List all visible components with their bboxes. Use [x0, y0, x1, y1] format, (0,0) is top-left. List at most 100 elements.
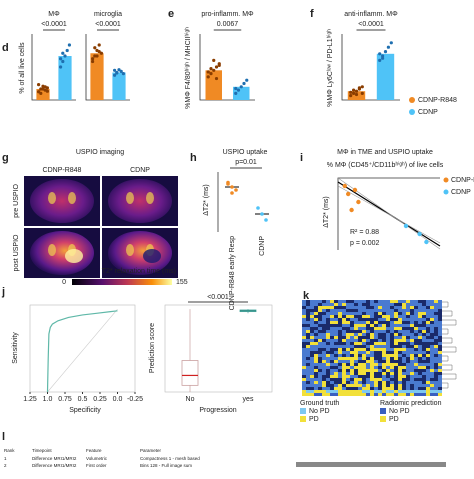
heatmap-cell — [338, 306, 342, 309]
heatmap-cell — [334, 384, 338, 387]
legend-label: No PD — [309, 408, 330, 415]
heatmap-cell — [406, 339, 410, 342]
y-axis-label: Prediction score — [149, 323, 156, 373]
annotation-cell — [342, 393, 346, 396]
heatmap-cell — [434, 342, 438, 345]
heatmap-cell — [310, 339, 314, 342]
heatmap-cell — [334, 354, 338, 357]
y-axis-label: %MΦ Ly6Cˡᵒʷ / PD-L1ʰⁱᵍʰ — [326, 29, 334, 107]
heatmap-cell — [334, 318, 338, 321]
heatmap-cell — [422, 384, 426, 387]
heatmap-cell — [362, 312, 366, 315]
heatmap-cell — [418, 345, 422, 348]
heatmap-cell — [390, 372, 394, 375]
heatmap-cell — [306, 360, 310, 363]
p-value: <0.0001 — [41, 21, 67, 28]
heatmap-cell — [430, 369, 434, 372]
heatmap-cell — [374, 375, 378, 378]
annotation-cell — [338, 393, 342, 396]
heatmap-cell — [438, 363, 442, 366]
table-header: Timepoint — [32, 448, 52, 453]
heatmap-cell — [354, 309, 358, 312]
heatmap-cell — [354, 366, 358, 369]
heatmap-cell — [410, 318, 414, 321]
heatmap-cell — [422, 330, 426, 333]
annotation-cell — [438, 393, 442, 396]
annotation-cell — [334, 390, 338, 393]
heatmap-cell — [402, 303, 406, 306]
heatmap-cell — [334, 360, 338, 363]
heatmap-cell — [426, 303, 430, 306]
heatmap-cell — [330, 309, 334, 312]
heatmap-cell — [354, 333, 358, 336]
heatmap-cell — [410, 306, 414, 309]
heatmap-cell — [374, 381, 378, 384]
heatmap-cell — [302, 339, 306, 342]
heatmap-cell — [378, 315, 382, 318]
annotation-cell — [334, 393, 338, 396]
heatmap-cell — [406, 363, 410, 366]
heatmap-cell — [390, 354, 394, 357]
heatmap-cell — [410, 345, 414, 348]
table-cell: Compactness 1 - mesh based — [140, 456, 200, 461]
heatmap-cell — [426, 378, 430, 381]
heatmap-cell — [438, 342, 442, 345]
panel-letter: d — [2, 42, 9, 54]
heatmap-cell — [366, 366, 370, 369]
annotation-cell — [430, 390, 434, 393]
heatmap-cell — [310, 387, 314, 390]
heatmap-cell — [306, 315, 310, 318]
heatmap-cell — [382, 327, 386, 330]
heatmap-cell — [334, 381, 338, 384]
heatmap-cell — [426, 321, 430, 324]
table-cell: First order — [86, 463, 107, 468]
heatmap-cell — [334, 378, 338, 381]
heatmap-cell — [314, 333, 318, 336]
heatmap-cell — [386, 303, 390, 306]
annotation-cell — [302, 390, 306, 393]
heatmap-cell — [338, 387, 342, 390]
data-point — [41, 87, 45, 91]
heatmap-cell — [426, 300, 430, 303]
heatmap-cell — [326, 363, 330, 366]
legend-label: PD — [309, 416, 319, 423]
heatmap-cell — [346, 312, 350, 315]
heatmap-cell — [334, 387, 338, 390]
heatmap-cell — [386, 378, 390, 381]
heatmap-cell — [402, 321, 406, 324]
heatmap-cell — [330, 342, 334, 345]
heatmap-cell — [414, 342, 418, 345]
data-point — [214, 65, 219, 69]
heatmap-cell — [406, 309, 410, 312]
heatmap-cell — [338, 372, 342, 375]
heatmap-cell — [406, 366, 410, 369]
heatmap-cell — [438, 327, 442, 330]
heatmap-cell — [342, 357, 346, 360]
heatmap-cell — [374, 312, 378, 315]
heatmap-cell — [434, 318, 438, 321]
table-cell: Volumetric — [86, 456, 108, 461]
panel-letter: i — [300, 152, 303, 164]
heatmap-cell — [438, 300, 442, 303]
heatmap-cell — [414, 321, 418, 324]
heatmap-cell — [406, 345, 410, 348]
heatmap-cell — [306, 378, 310, 381]
heatmap-cell — [342, 354, 346, 357]
heatmap-cell — [370, 387, 374, 390]
legend-label: PD — [389, 416, 399, 423]
heatmap-cell — [302, 384, 306, 387]
heatmap-cell — [306, 312, 310, 315]
heatmap-cell — [406, 354, 410, 357]
heatmap-cell — [322, 366, 326, 369]
y-axis-label: %MΦ F4/80ʰⁱᵍʰ / MHCIIʰⁱᵍʰ — [184, 27, 192, 109]
heatmap-cell — [322, 381, 326, 384]
heatmap-cell — [358, 387, 362, 390]
heatmap-cell — [434, 330, 438, 333]
heatmap-cell — [354, 321, 358, 324]
heatmap-cell — [438, 312, 442, 315]
heatmap-cell — [426, 387, 430, 390]
heatmap-cell — [382, 336, 386, 339]
heatmap-cell — [422, 339, 426, 342]
heatmap-cell — [310, 315, 314, 318]
heatmap-cell — [330, 360, 334, 363]
